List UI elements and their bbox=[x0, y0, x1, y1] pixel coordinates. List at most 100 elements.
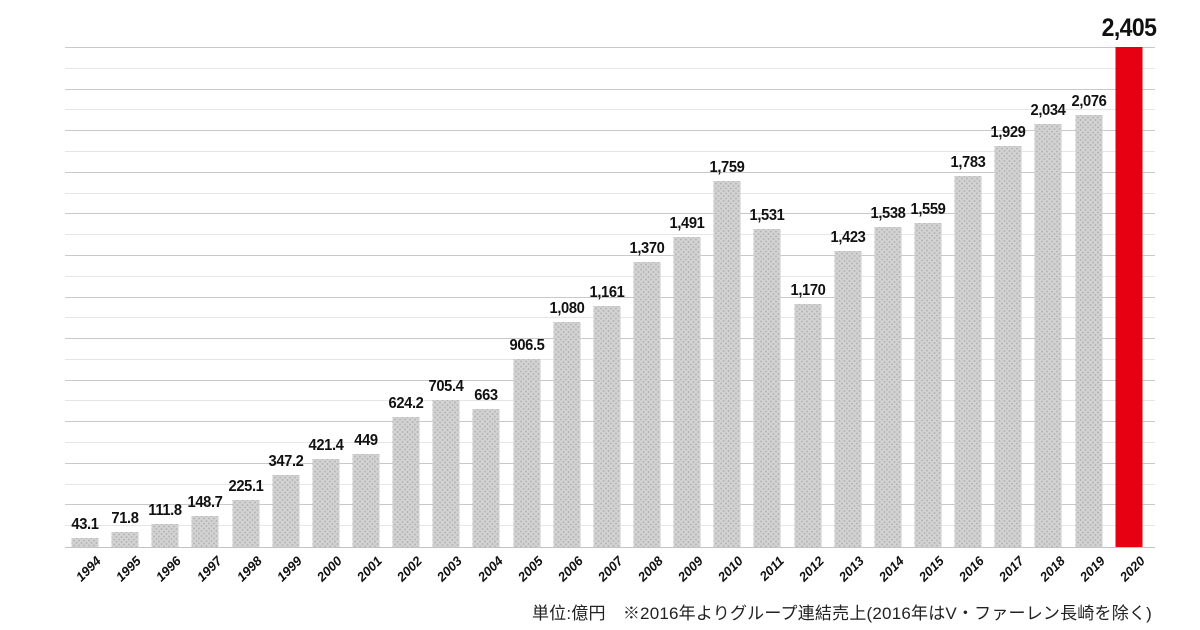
chart-footnote: 単位:億円 ※2016年よりグループ連結売上(2016年はV・ファーレン長崎を除… bbox=[531, 604, 1152, 623]
bar-cell-1998: 225.1 1998 bbox=[226, 47, 266, 585]
x-axis-label-2003: 2003 bbox=[434, 553, 466, 585]
bar-2005 bbox=[513, 358, 541, 547]
bar-cell-2001: 449 2001 bbox=[346, 47, 386, 584]
bar-2003 bbox=[432, 400, 460, 547]
bar-2008 bbox=[633, 262, 661, 547]
bar-1995 bbox=[111, 532, 139, 547]
bar-cell-1996: 111.8 1996 bbox=[145, 47, 185, 584]
bar-cell-1997: 148.7 1997 bbox=[185, 47, 225, 585]
bar-value-label-2014: 1,538 bbox=[870, 205, 906, 223]
gridline-1900 bbox=[65, 151, 1155, 152]
x-axis-label-2014: 2014 bbox=[875, 553, 907, 585]
gridline-1200 bbox=[65, 296, 1155, 298]
x-axis-label-1998: 1998 bbox=[233, 553, 265, 585]
bar-cell-2004: 663 2004 bbox=[466, 47, 506, 584]
bar-value-label-2013: 1,423 bbox=[830, 229, 866, 247]
bar-value-label-2020: 2,405 bbox=[1101, 14, 1157, 42]
bar-cell-2009: 1,491 2009 bbox=[667, 47, 707, 585]
bar-cell-1999: 347.2 1999 bbox=[266, 47, 306, 584]
x-axis-label-2008: 2008 bbox=[634, 553, 666, 585]
bar-value-label-2011: 1,531 bbox=[749, 206, 785, 224]
bar-value-label-2005: 906.5 bbox=[509, 336, 545, 354]
bar-2002 bbox=[392, 417, 420, 547]
bar-cell-2002: 624.2 2002 bbox=[386, 47, 426, 585]
x-axis-label-2011: 2011 bbox=[755, 553, 787, 584]
x-axis-label-2006: 2006 bbox=[554, 553, 586, 585]
bar-value-label-2000: 421.4 bbox=[308, 437, 344, 455]
bar-2006 bbox=[553, 322, 581, 547]
x-axis-label-1994: 1994 bbox=[72, 553, 104, 585]
x-axis-label-2007: 2007 bbox=[594, 553, 626, 585]
bar-2019 bbox=[1075, 115, 1103, 547]
bar-value-label-2001: 449 bbox=[354, 431, 378, 449]
bar-2004 bbox=[472, 409, 500, 547]
x-axis-label-2016: 2016 bbox=[956, 553, 988, 585]
bar-cell-1994: 43.1 1994 bbox=[65, 47, 105, 585]
bar-cell-2007: 1,161 2007 bbox=[587, 47, 627, 584]
x-axis-label-2012: 2012 bbox=[795, 553, 827, 585]
bar-value-label-2008: 1,370 bbox=[629, 240, 665, 258]
bar-cell-2019: 2,076 2019 bbox=[1069, 47, 1109, 584]
bar-2014 bbox=[874, 227, 902, 547]
bar-value-label-2006: 1,080 bbox=[549, 300, 585, 318]
bar-cell-2005: 906.5 2005 bbox=[507, 47, 547, 584]
bar-value-label-2019: 2,076 bbox=[1071, 93, 1107, 111]
bar-value-label-2018: 2,034 bbox=[1030, 102, 1066, 120]
bar-value-label-2004: 663 bbox=[474, 387, 499, 405]
x-axis-label-2005: 2005 bbox=[514, 553, 546, 585]
bar-2016 bbox=[954, 176, 982, 547]
bar-value-label-2015: 1,559 bbox=[910, 200, 946, 218]
x-axis-label-2002: 2002 bbox=[394, 553, 426, 585]
bar-value-label-2010: 1,759 bbox=[709, 159, 745, 177]
bar-value-label-1996: 111.8 bbox=[148, 501, 183, 519]
x-axis-label-2018: 2018 bbox=[1036, 553, 1068, 585]
bar-cell-2013: 1,423 2013 bbox=[828, 47, 868, 585]
bar-value-label-2012: 1,170 bbox=[790, 281, 826, 299]
gridline-2100 bbox=[65, 109, 1155, 111]
gridline-1800 bbox=[65, 171, 1155, 173]
bar-cell-2012: 1,170 2012 bbox=[788, 47, 828, 584]
gridline-1700 bbox=[65, 192, 1155, 194]
gridline-1300 bbox=[65, 275, 1155, 277]
bar-1998 bbox=[232, 500, 260, 547]
bar-cell-2017: 1,929 2017 bbox=[988, 47, 1028, 584]
bar-value-label-2009: 1,491 bbox=[669, 215, 705, 233]
x-axis-label-1996: 1996 bbox=[153, 553, 185, 585]
bar-cell-2010: 1,759 2010 bbox=[707, 47, 747, 585]
bar-2009 bbox=[673, 237, 701, 547]
chart-plot: 43.1 1994 71.8 1995 111.8 1996 148.7 1997 225.1 1… bbox=[65, 16, 1157, 585]
bar-value-label-1998: 225.1 bbox=[228, 478, 264, 496]
bar-value-label-2003: 705.4 bbox=[428, 378, 464, 396]
bar-2020 bbox=[1115, 47, 1143, 547]
bar-cell-2011: 1,531 2011 bbox=[747, 47, 787, 583]
bar-value-label-2017: 1,929 bbox=[990, 123, 1026, 141]
bar-cell-2018: 2,034 2018 bbox=[1028, 47, 1068, 585]
x-axis-label-2001: 2001 bbox=[353, 553, 385, 585]
x-axis-label-2020: 2020 bbox=[1116, 553, 1148, 585]
x-axis-label-2013: 2013 bbox=[835, 553, 867, 585]
bar-series: 43.1 1994 71.8 1995 111.8 1996 148.7 1997 225.1 1… bbox=[65, 16, 1156, 585]
bar-cell-2020: 2,405 2020 bbox=[1101, 16, 1156, 585]
bar-2011 bbox=[753, 228, 781, 547]
bar-2012 bbox=[794, 303, 822, 547]
bar-cell-2015: 1,559 2015 bbox=[908, 47, 948, 584]
bar-cell-2014: 1,538 2014 bbox=[868, 47, 908, 585]
bar-2015 bbox=[914, 222, 942, 547]
bar-2007 bbox=[593, 305, 621, 547]
bar-1996 bbox=[151, 523, 179, 547]
x-axis-label-2009: 2009 bbox=[675, 553, 707, 585]
gridline-1400 bbox=[65, 254, 1155, 256]
x-axis-label-2015: 2015 bbox=[915, 553, 947, 585]
bar-cell-2016: 1,783 2016 bbox=[948, 47, 988, 585]
x-axis-label-1995: 1995 bbox=[113, 553, 145, 585]
bar-value-label-1994: 43.1 bbox=[71, 516, 99, 534]
gridline-2400 bbox=[65, 47, 1155, 49]
bar-cell-2000: 421.4 2000 bbox=[306, 47, 346, 584]
bar-value-label-2007: 1,161 bbox=[589, 283, 625, 301]
bar-2000 bbox=[312, 459, 340, 547]
x-axis-label-1999: 1999 bbox=[273, 553, 305, 585]
bar-cell-1995: 71.8 1995 bbox=[105, 47, 145, 585]
gridline-2000 bbox=[65, 130, 1155, 132]
bar-1997 bbox=[191, 516, 219, 547]
